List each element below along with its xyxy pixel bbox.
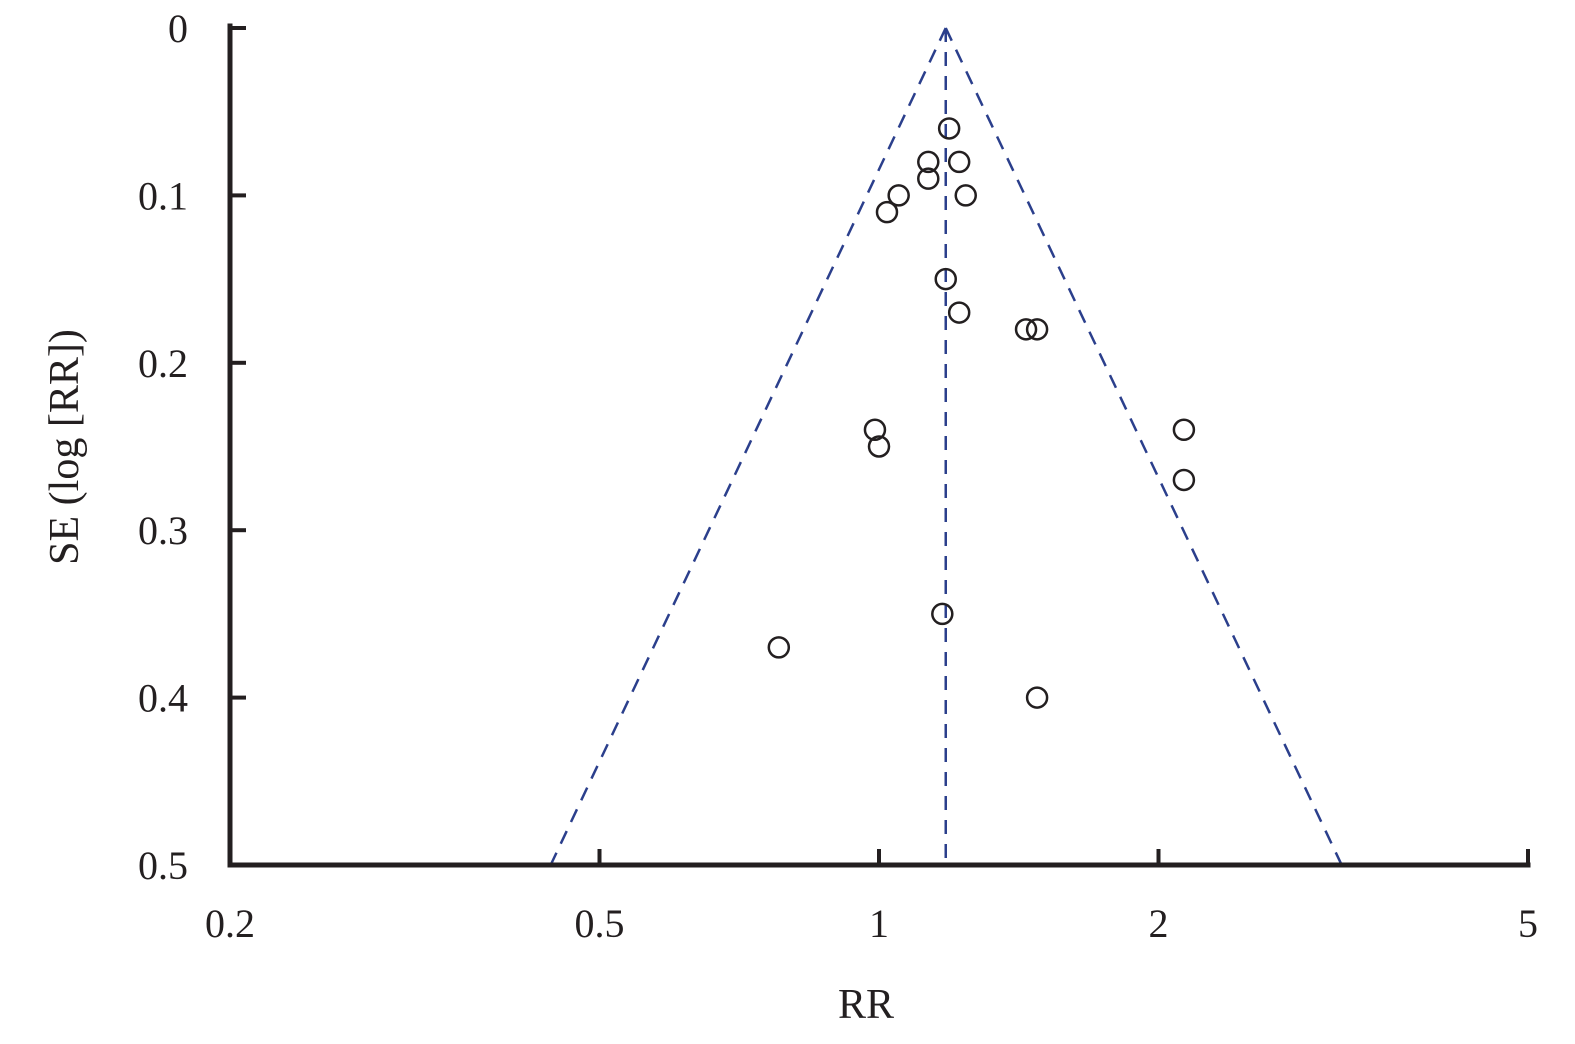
x-tick-label: 2 (1149, 901, 1169, 946)
data-point (954, 184, 977, 207)
funnel-lines (549, 27, 1343, 866)
data-point (1025, 686, 1049, 709)
y-tick-label: 0.2 (138, 341, 188, 386)
data-point (947, 301, 971, 324)
data-point (887, 184, 910, 207)
data-point (931, 602, 954, 626)
tick-labels: 0 0.1 0.2 0.3 0.4 0.5 0.2 0.5 1 2 5 (138, 6, 1538, 946)
y-tick-label: 0.1 (138, 173, 188, 218)
data-point (917, 150, 940, 174)
data-point (1172, 418, 1196, 442)
x-tick-label: 0.2 (205, 901, 255, 946)
axes (227, 23, 1531, 868)
data-point (867, 435, 891, 458)
x-tick-label: 0.5 (574, 901, 624, 946)
data-point (917, 167, 940, 190)
y-tick-label: 0 (168, 6, 188, 51)
data-point (1014, 318, 1038, 341)
y-axis-label: SE (log [RR]) (42, 329, 88, 565)
y-tick-label: 0.3 (138, 508, 188, 553)
data-point (934, 267, 957, 291)
data-point (1025, 318, 1049, 341)
data-point (767, 636, 791, 659)
data-point (875, 200, 899, 224)
data-points (767, 117, 1196, 709)
data-point (863, 418, 887, 442)
funnel-left-bound (549, 27, 947, 866)
data-point (937, 117, 961, 140)
x-tick-label: 1 (869, 901, 889, 946)
y-tick-label: 0.5 (138, 843, 188, 888)
y-tick-label: 0.4 (138, 676, 188, 721)
x-axis-label: RR (838, 982, 894, 1028)
data-point (1172, 468, 1196, 492)
x-tick-label: 5 (1518, 901, 1538, 946)
data-point (947, 150, 971, 174)
funnel-right-bound (944, 27, 1343, 866)
